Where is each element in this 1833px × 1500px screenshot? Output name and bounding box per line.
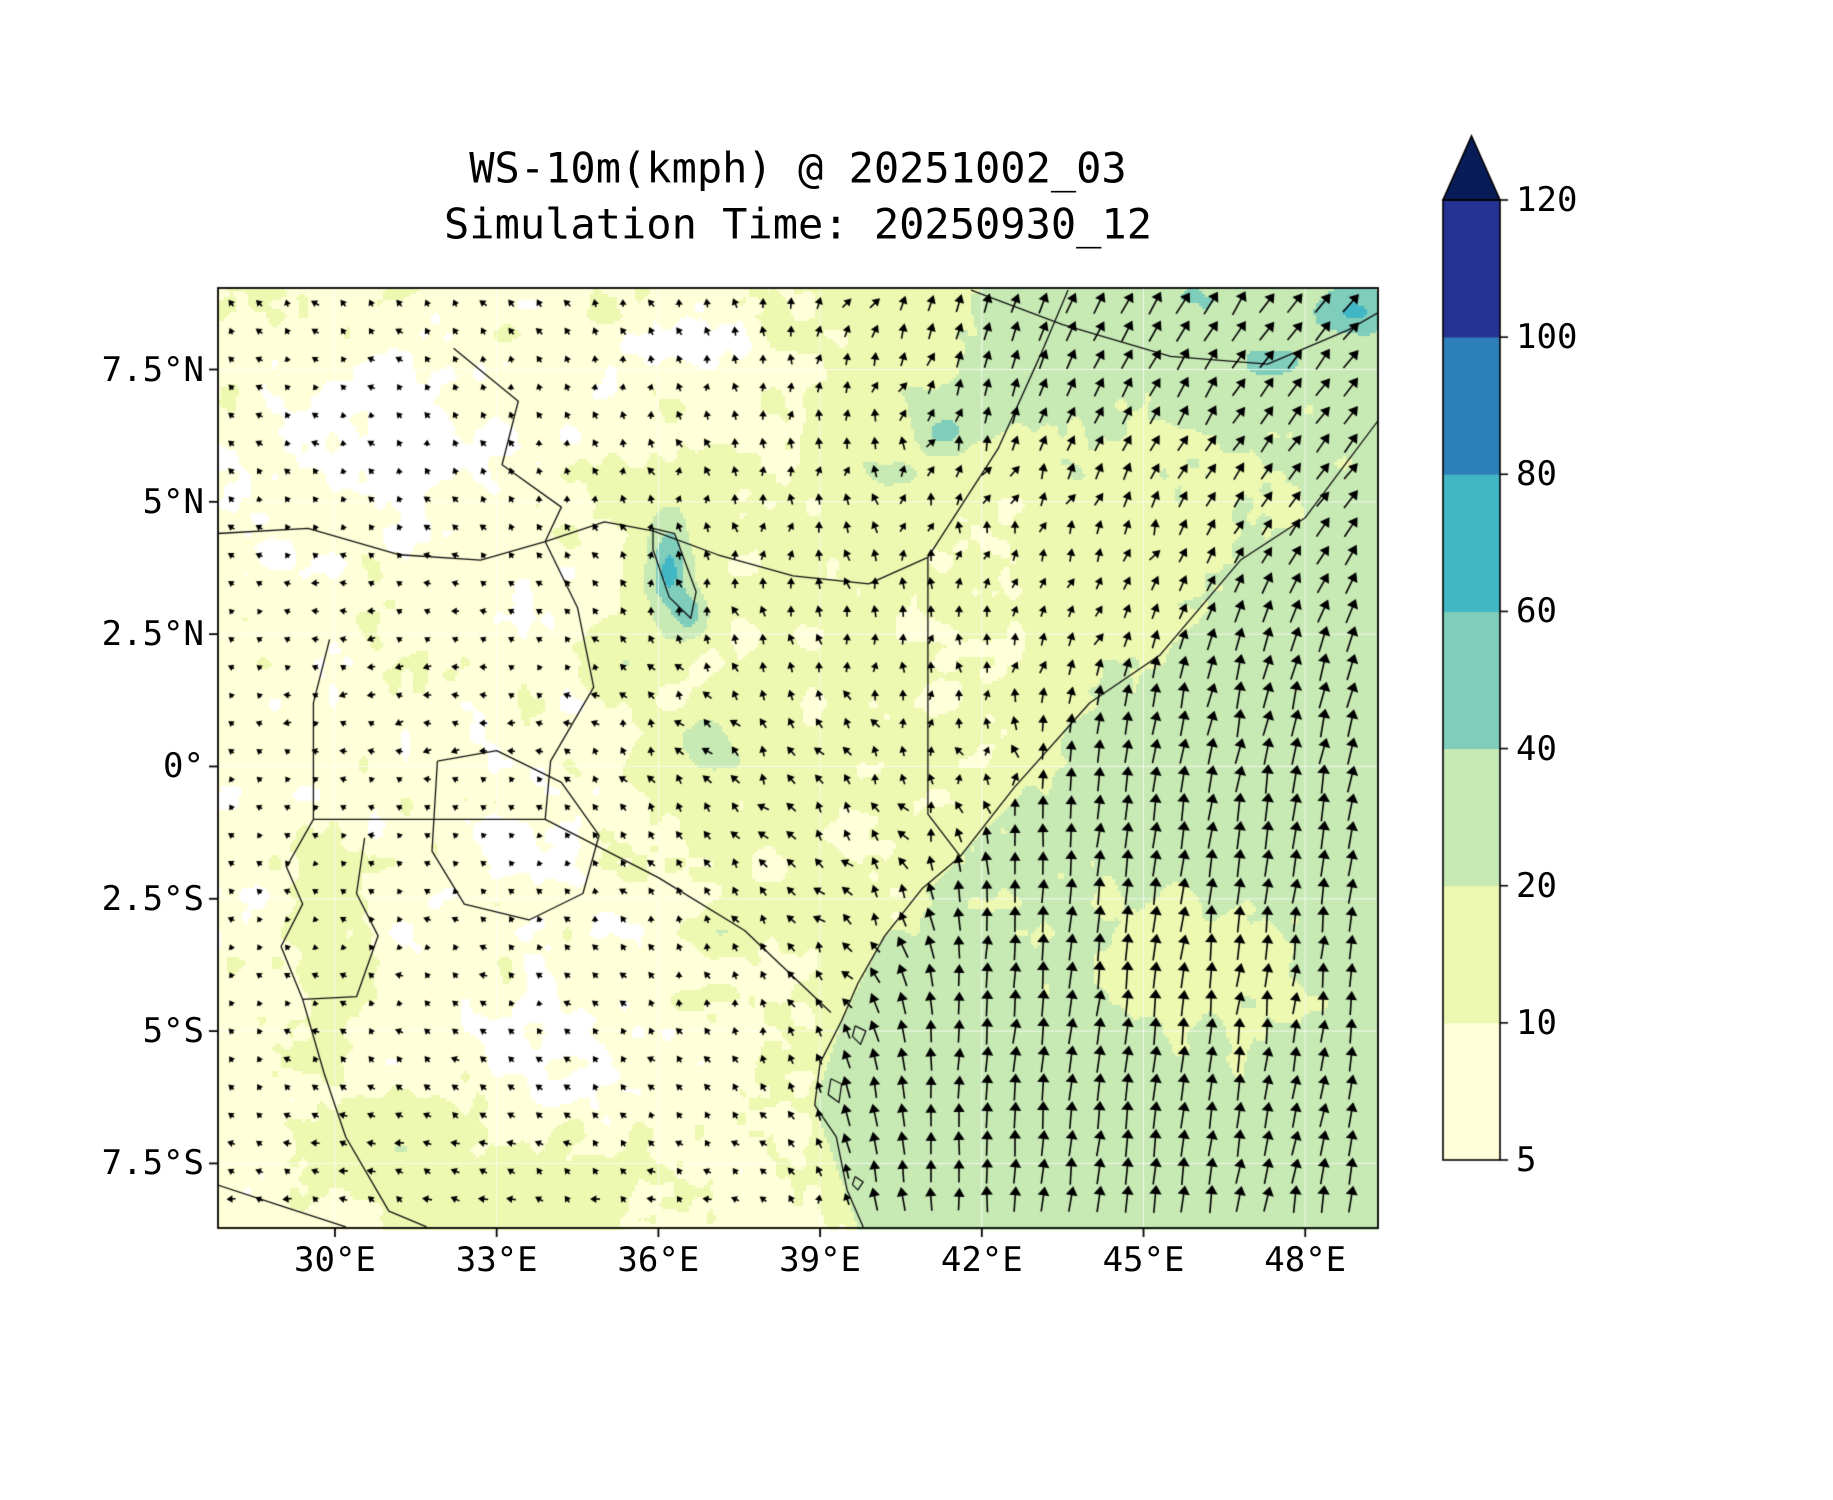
x-axis-tick-label: 36°E: [617, 1240, 700, 1280]
colorbar-tick-label: 60: [1516, 591, 1557, 632]
chart-title-line1: WS-10m(kmph) @ 20251002_03: [469, 143, 1127, 193]
colorbar-tick-label: 5: [1516, 1140, 1537, 1180]
x-axis-tick-label: 30°E: [294, 1240, 376, 1280]
y-axis-tick-label: 0°: [163, 746, 204, 787]
y-axis-tick-label: 5°S: [142, 1011, 204, 1052]
y-axis-tick-label: 7.5°N: [101, 349, 204, 390]
colorbar-tick-label: 120: [1516, 180, 1578, 220]
y-axis-tick-label: 2.5°N: [101, 614, 204, 655]
colorbar-tick-label: 80: [1516, 454, 1557, 495]
x-axis-tick-label: 33°E: [455, 1240, 538, 1280]
colorbar-tick-label: 100: [1516, 317, 1578, 358]
x-axis-tick-label: 39°E: [779, 1240, 862, 1280]
colorbar-tick-label: 20: [1516, 865, 1557, 906]
x-axis-tick-label: 45°E: [1102, 1240, 1185, 1280]
x-axis-tick-label: 42°E: [940, 1240, 1023, 1280]
chart-title-line2: Simulation Time: 20250930_12: [443, 199, 1153, 249]
y-axis-tick-label: 5°N: [142, 481, 204, 522]
colorbar-tick-label: 10: [1516, 1002, 1557, 1043]
y-axis-tick-label: 2.5°S: [101, 878, 204, 919]
colorbar-tick-label: 40: [1516, 728, 1557, 769]
y-axis-tick-label: 7.5°S: [101, 1143, 204, 1184]
x-axis-tick-label: 48°E: [1264, 1240, 1347, 1280]
